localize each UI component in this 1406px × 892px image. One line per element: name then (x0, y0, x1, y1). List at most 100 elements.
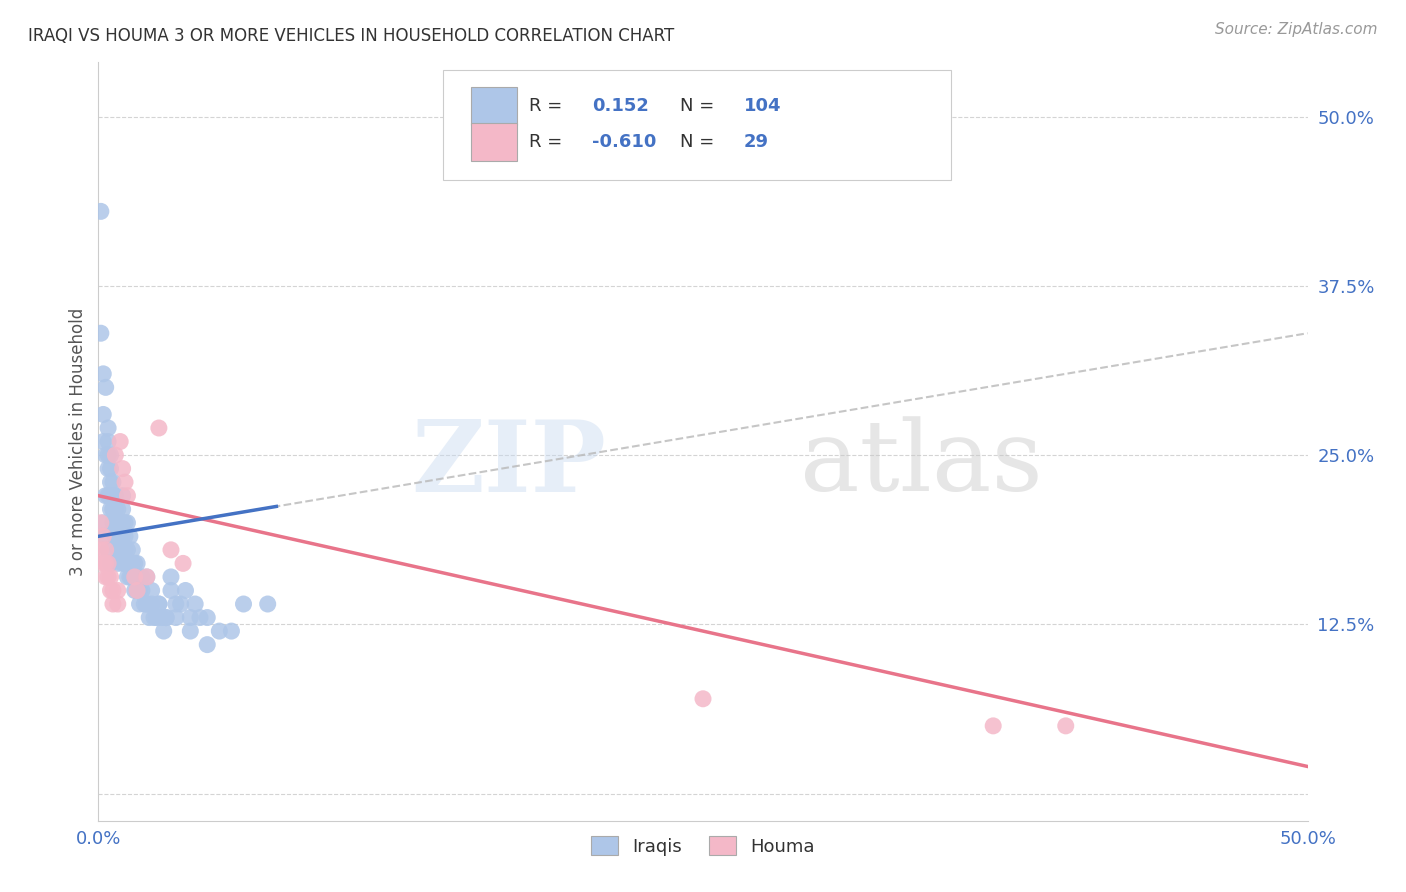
Point (124, 583, 146, 598)
Text: 29: 29 (744, 133, 769, 151)
Point (131, 570, 153, 584)
Text: -0.610: -0.610 (592, 133, 657, 151)
Point (100, 489, 122, 503)
Point (131, 583, 153, 598)
Point (155, 610, 177, 624)
Point (108, 434, 131, 449)
Point (1054, 719, 1077, 733)
Point (108, 529, 131, 543)
Text: R =: R = (529, 133, 568, 151)
Point (91, 408, 114, 422)
Point (141, 583, 163, 598)
Point (101, 516, 124, 530)
Text: ZIP: ZIP (412, 416, 606, 513)
Point (101, 475, 124, 490)
Point (91, 367, 114, 381)
Point (100, 502, 122, 516)
Point (94, 542, 117, 557)
Point (124, 570, 146, 584)
Point (134, 597, 156, 611)
Point (91, 516, 114, 530)
Point (97, 434, 120, 449)
Point (97, 542, 120, 557)
Point (100, 475, 122, 490)
Point (121, 570, 143, 584)
Point (90, 516, 112, 530)
Point (91, 529, 114, 543)
Point (111, 557, 134, 571)
Point (138, 610, 160, 624)
Text: N =: N = (681, 96, 720, 115)
Point (100, 583, 122, 598)
Point (101, 583, 124, 598)
Point (107, 557, 129, 571)
Point (179, 624, 201, 639)
Point (117, 557, 139, 571)
Point (117, 542, 139, 557)
Point (118, 529, 141, 543)
Point (121, 557, 143, 571)
Point (135, 570, 157, 584)
Legend: Iraqis, Houma: Iraqis, Houma (582, 827, 824, 864)
Point (90, 204, 112, 219)
Point (90, 542, 112, 557)
Point (111, 461, 134, 475)
Point (94, 380, 117, 394)
Point (195, 638, 218, 652)
Point (94, 529, 117, 543)
Point (981, 719, 1004, 733)
Point (101, 502, 124, 516)
Point (107, 597, 129, 611)
Point (114, 475, 136, 490)
Point (135, 570, 157, 584)
Point (179, 610, 201, 624)
Point (148, 597, 170, 611)
Point (90, 326, 112, 341)
Point (155, 610, 177, 624)
FancyBboxPatch shape (443, 70, 950, 180)
Point (128, 583, 150, 598)
Y-axis label: 3 or more Vehicles in Household: 3 or more Vehicles in Household (69, 308, 87, 575)
Point (108, 529, 131, 543)
Text: R =: R = (529, 96, 568, 115)
Point (165, 610, 187, 624)
Point (124, 557, 146, 571)
Point (692, 691, 714, 706)
Point (94, 570, 117, 584)
Point (121, 542, 143, 557)
Point (107, 529, 129, 543)
Point (101, 489, 124, 503)
Point (104, 516, 127, 530)
Point (117, 570, 139, 584)
Point (107, 542, 129, 557)
Point (141, 597, 163, 611)
Point (107, 583, 129, 598)
Point (111, 542, 134, 557)
Point (94, 448, 117, 462)
Point (188, 610, 211, 624)
Point (148, 597, 170, 611)
Point (107, 516, 129, 530)
Point (101, 597, 124, 611)
Text: 0.152: 0.152 (592, 96, 648, 115)
Point (128, 597, 150, 611)
Point (104, 529, 127, 543)
Text: atlas: atlas (800, 417, 1042, 512)
Point (104, 502, 127, 516)
FancyBboxPatch shape (471, 87, 517, 125)
Point (127, 557, 149, 571)
Point (97, 448, 120, 462)
Point (145, 610, 167, 624)
Point (114, 542, 136, 557)
Point (160, 542, 183, 557)
Point (111, 502, 134, 516)
Point (143, 610, 166, 624)
Point (256, 597, 278, 611)
Point (221, 624, 243, 639)
Point (118, 557, 141, 571)
Point (100, 461, 122, 475)
Point (150, 610, 173, 624)
Point (108, 542, 131, 557)
Point (100, 570, 122, 584)
Point (104, 448, 127, 462)
